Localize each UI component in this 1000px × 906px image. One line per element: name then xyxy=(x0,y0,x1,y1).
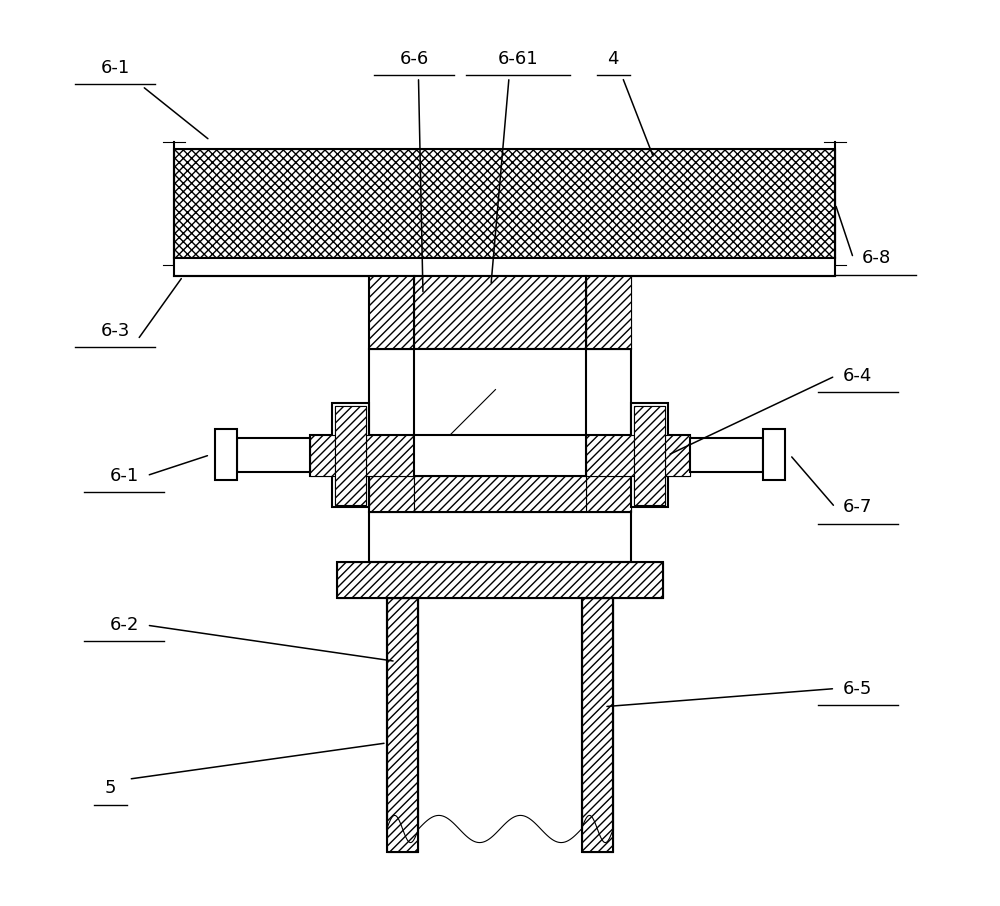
Text: 6-8: 6-8 xyxy=(861,249,891,267)
Text: 6-4: 6-4 xyxy=(843,367,873,385)
Text: 5: 5 xyxy=(105,779,116,797)
Bar xyxy=(310,435,414,476)
Bar xyxy=(369,276,414,349)
Bar xyxy=(369,276,631,562)
Bar xyxy=(690,438,763,472)
Bar xyxy=(631,403,668,507)
Text: 6-1: 6-1 xyxy=(100,59,130,77)
Bar xyxy=(387,598,418,852)
Bar xyxy=(582,598,613,852)
Bar xyxy=(586,276,631,349)
Bar xyxy=(237,438,310,472)
Text: 6-1: 6-1 xyxy=(109,467,139,485)
Text: 6-3: 6-3 xyxy=(100,322,130,340)
Bar xyxy=(416,351,584,469)
Bar xyxy=(215,429,237,480)
Bar xyxy=(174,149,835,258)
Bar xyxy=(414,471,586,512)
Bar xyxy=(586,471,631,512)
Bar xyxy=(332,403,369,507)
Text: 6-61: 6-61 xyxy=(498,50,538,68)
Text: 4: 4 xyxy=(608,50,619,68)
Bar xyxy=(414,435,586,476)
Bar xyxy=(763,429,785,480)
Bar xyxy=(634,406,665,505)
Bar xyxy=(337,562,663,598)
Bar xyxy=(174,258,835,276)
Bar xyxy=(335,406,366,505)
Bar xyxy=(369,471,414,512)
Bar xyxy=(335,406,366,505)
Bar xyxy=(387,598,418,852)
Bar xyxy=(582,598,613,852)
Text: 6-6: 6-6 xyxy=(399,50,429,68)
Bar xyxy=(337,562,663,598)
Bar xyxy=(586,435,690,476)
Bar xyxy=(414,349,586,471)
Text: 6-7: 6-7 xyxy=(843,498,873,516)
Bar xyxy=(634,406,665,505)
Bar xyxy=(414,276,586,349)
Text: 6-2: 6-2 xyxy=(109,616,139,634)
Bar xyxy=(174,149,835,258)
Bar xyxy=(310,435,690,476)
Text: 6-5: 6-5 xyxy=(843,680,873,698)
